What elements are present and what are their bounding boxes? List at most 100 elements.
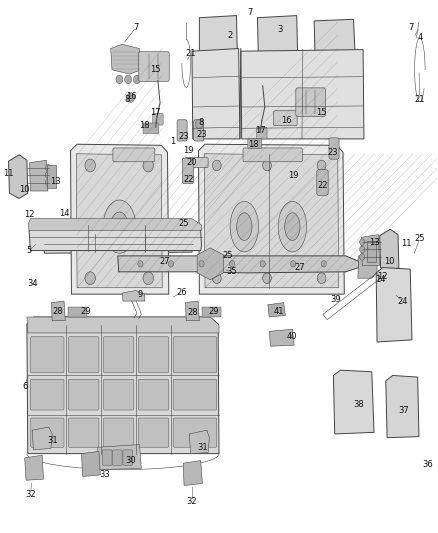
Circle shape — [263, 160, 272, 171]
FancyBboxPatch shape — [274, 111, 297, 126]
Circle shape — [143, 272, 153, 285]
Polygon shape — [268, 303, 286, 317]
Ellipse shape — [230, 201, 258, 252]
Text: 22: 22 — [183, 175, 194, 184]
Text: 7: 7 — [408, 23, 414, 32]
Text: 41: 41 — [274, 306, 285, 316]
Text: 29: 29 — [81, 307, 91, 316]
FancyBboxPatch shape — [173, 379, 217, 410]
Text: 25: 25 — [415, 234, 425, 243]
Text: 28: 28 — [52, 307, 63, 316]
Polygon shape — [258, 15, 297, 55]
FancyBboxPatch shape — [103, 337, 134, 373]
Polygon shape — [380, 229, 399, 273]
FancyBboxPatch shape — [138, 337, 169, 373]
Circle shape — [212, 273, 221, 284]
FancyBboxPatch shape — [296, 88, 325, 117]
Text: 33: 33 — [99, 471, 110, 479]
FancyBboxPatch shape — [138, 418, 169, 447]
Circle shape — [260, 261, 265, 267]
Polygon shape — [376, 268, 412, 342]
FancyBboxPatch shape — [68, 418, 99, 447]
Text: 23: 23 — [196, 130, 207, 139]
Text: 32: 32 — [187, 497, 197, 506]
Text: 9: 9 — [138, 289, 143, 298]
Text: 28: 28 — [187, 308, 198, 317]
FancyBboxPatch shape — [257, 127, 267, 139]
Circle shape — [263, 273, 272, 284]
Circle shape — [85, 272, 95, 285]
FancyBboxPatch shape — [243, 148, 302, 162]
Polygon shape — [29, 225, 201, 251]
Ellipse shape — [278, 201, 307, 252]
FancyBboxPatch shape — [152, 114, 163, 125]
Circle shape — [45, 172, 50, 178]
Circle shape — [230, 261, 235, 267]
Bar — [68, 308, 87, 317]
Polygon shape — [269, 329, 294, 346]
Polygon shape — [185, 301, 199, 321]
Text: 25: 25 — [179, 220, 189, 229]
Ellipse shape — [111, 212, 128, 241]
Circle shape — [116, 75, 123, 84]
Text: 30: 30 — [126, 456, 136, 464]
Text: 37: 37 — [398, 406, 409, 415]
FancyBboxPatch shape — [123, 450, 133, 465]
Polygon shape — [111, 44, 141, 74]
Polygon shape — [386, 375, 419, 438]
FancyBboxPatch shape — [329, 138, 339, 159]
Polygon shape — [189, 430, 209, 454]
FancyBboxPatch shape — [68, 337, 99, 373]
Text: 24: 24 — [397, 296, 408, 305]
Text: 8: 8 — [125, 94, 130, 103]
Circle shape — [125, 75, 132, 84]
Text: 14: 14 — [375, 275, 386, 284]
Text: 19: 19 — [288, 171, 298, 180]
Polygon shape — [43, 233, 193, 253]
Circle shape — [143, 159, 153, 172]
Polygon shape — [314, 19, 355, 58]
Circle shape — [317, 160, 326, 171]
FancyBboxPatch shape — [177, 120, 187, 141]
FancyBboxPatch shape — [113, 148, 155, 162]
Text: 31: 31 — [197, 443, 208, 452]
Polygon shape — [29, 160, 48, 191]
Circle shape — [45, 179, 50, 185]
Circle shape — [199, 261, 204, 267]
Polygon shape — [25, 455, 43, 480]
Circle shape — [138, 261, 143, 267]
Circle shape — [212, 160, 221, 171]
FancyBboxPatch shape — [139, 52, 169, 82]
Polygon shape — [122, 290, 145, 301]
Text: 29: 29 — [208, 307, 219, 316]
Polygon shape — [241, 50, 364, 139]
Polygon shape — [32, 427, 52, 450]
FancyBboxPatch shape — [102, 450, 112, 465]
FancyBboxPatch shape — [138, 379, 169, 410]
Text: 23: 23 — [179, 132, 189, 141]
Text: 8: 8 — [199, 118, 204, 127]
Text: 16: 16 — [281, 116, 292, 125]
Polygon shape — [71, 144, 169, 294]
Text: 25: 25 — [223, 252, 233, 260]
Ellipse shape — [285, 213, 300, 240]
Circle shape — [127, 93, 135, 102]
FancyBboxPatch shape — [103, 379, 134, 410]
Polygon shape — [358, 256, 377, 278]
Polygon shape — [76, 154, 162, 288]
Polygon shape — [51, 301, 65, 321]
Polygon shape — [27, 317, 219, 454]
Circle shape — [290, 261, 296, 267]
Text: 1: 1 — [170, 137, 176, 146]
Text: 11: 11 — [4, 169, 14, 178]
Text: 15: 15 — [316, 108, 327, 117]
Text: 16: 16 — [127, 92, 137, 101]
Polygon shape — [98, 445, 141, 470]
Text: 35: 35 — [226, 268, 237, 276]
Circle shape — [85, 159, 95, 172]
Text: 11: 11 — [401, 239, 411, 248]
Polygon shape — [198, 144, 344, 294]
Ellipse shape — [103, 200, 136, 253]
Text: 12: 12 — [24, 210, 34, 219]
FancyBboxPatch shape — [182, 158, 194, 183]
